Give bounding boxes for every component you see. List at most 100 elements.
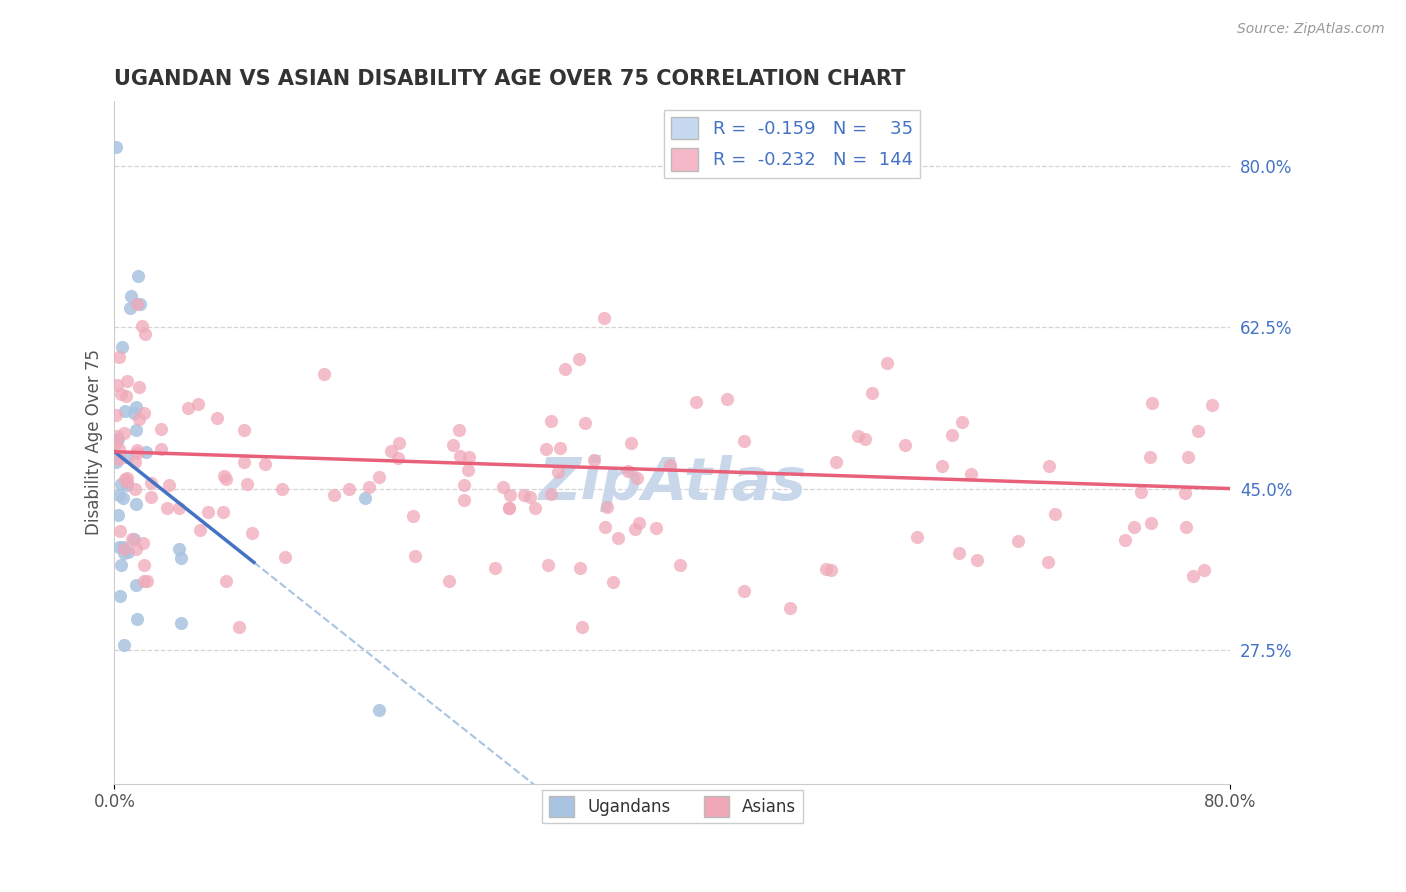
Point (1139, 450, 1161, 464)
Point (620, 436, 643, 450)
Point (205, 411, 228, 425)
Point (156, 501, 179, 516)
Point (232, 423, 254, 437)
Point (107, 508, 129, 522)
Point (592, 310, 614, 325)
Point (659, 458, 682, 473)
Point (104, 140, 127, 154)
Point (401, 509, 423, 524)
Point (322, 488, 344, 502)
Point (1007, 533, 1029, 548)
Point (733, 434, 755, 448)
Point (685, 395, 707, 409)
Point (628, 516, 651, 530)
Point (453, 493, 475, 508)
Point (593, 519, 616, 533)
Point (1201, 398, 1223, 412)
Point (449, 450, 471, 464)
Point (548, 441, 571, 455)
Point (404, 549, 426, 563)
Point (114, 472, 136, 486)
Point (135, 444, 157, 458)
Point (1187, 424, 1209, 438)
Point (457, 463, 479, 477)
Point (157, 478, 180, 492)
Point (602, 574, 624, 589)
Point (380, 443, 402, 458)
Text: Source: ZipAtlas.com: Source: ZipAtlas.com (1237, 22, 1385, 37)
Text: UGANDAN VS ASIAN DISABILITY AGE OVER 75 CORRELATION CHART: UGANDAN VS ASIAN DISABILITY AGE OVER 75 … (114, 69, 905, 88)
Point (960, 467, 983, 481)
Point (111, 340, 134, 354)
Point (948, 546, 970, 560)
Point (1045, 507, 1067, 521)
Point (540, 487, 562, 501)
Point (127, 269, 149, 284)
Point (779, 601, 801, 615)
Point (104, 455, 127, 469)
Point (596, 500, 619, 514)
Point (626, 471, 648, 485)
Point (125, 497, 148, 511)
Y-axis label: Disability Age Over 75: Disability Age Over 75 (86, 350, 103, 535)
Point (120, 301, 142, 316)
Point (125, 541, 148, 556)
Point (177, 401, 200, 416)
Point (905, 531, 928, 545)
Point (134, 574, 156, 588)
Point (716, 392, 738, 406)
Point (131, 535, 153, 549)
Point (110, 387, 132, 401)
Point (359, 480, 381, 494)
Point (499, 488, 522, 502)
Point (125, 578, 148, 592)
Point (187, 397, 209, 411)
Point (124, 482, 146, 496)
Point (115, 475, 138, 490)
Point (254, 457, 277, 471)
Point (132, 558, 155, 572)
Point (107, 442, 129, 457)
Point (110, 558, 132, 573)
Point (104, 408, 127, 422)
Point (457, 450, 479, 464)
Point (128, 297, 150, 311)
Point (108, 524, 131, 538)
Point (125, 401, 148, 415)
Point (169, 615, 191, 630)
Point (112, 426, 135, 441)
Point (115, 450, 138, 465)
Point (117, 544, 139, 558)
Point (115, 478, 138, 492)
Point (271, 482, 294, 496)
Point (893, 437, 915, 451)
Point (498, 501, 520, 516)
Point (125, 297, 148, 311)
Text: ZipAtlas: ZipAtlas (538, 455, 807, 512)
Point (1139, 516, 1161, 531)
Point (876, 356, 898, 370)
Point (236, 477, 259, 491)
Point (447, 423, 470, 437)
Point (855, 432, 877, 446)
Legend: Ugandans, Asians: Ugandans, Asians (543, 789, 803, 823)
Point (125, 446, 148, 460)
Point (120, 289, 142, 303)
Point (135, 574, 157, 588)
Point (114, 404, 136, 418)
Point (211, 504, 233, 518)
Point (105, 377, 128, 392)
Point (107, 540, 129, 554)
Point (606, 531, 628, 545)
Point (453, 478, 475, 492)
Point (820, 563, 842, 577)
Point (232, 454, 254, 468)
Point (1114, 533, 1136, 547)
Point (617, 464, 640, 478)
Point (554, 362, 576, 376)
Point (574, 416, 596, 430)
Point (125, 612, 148, 626)
Point (547, 465, 569, 479)
Point (437, 574, 460, 588)
Point (571, 620, 593, 634)
